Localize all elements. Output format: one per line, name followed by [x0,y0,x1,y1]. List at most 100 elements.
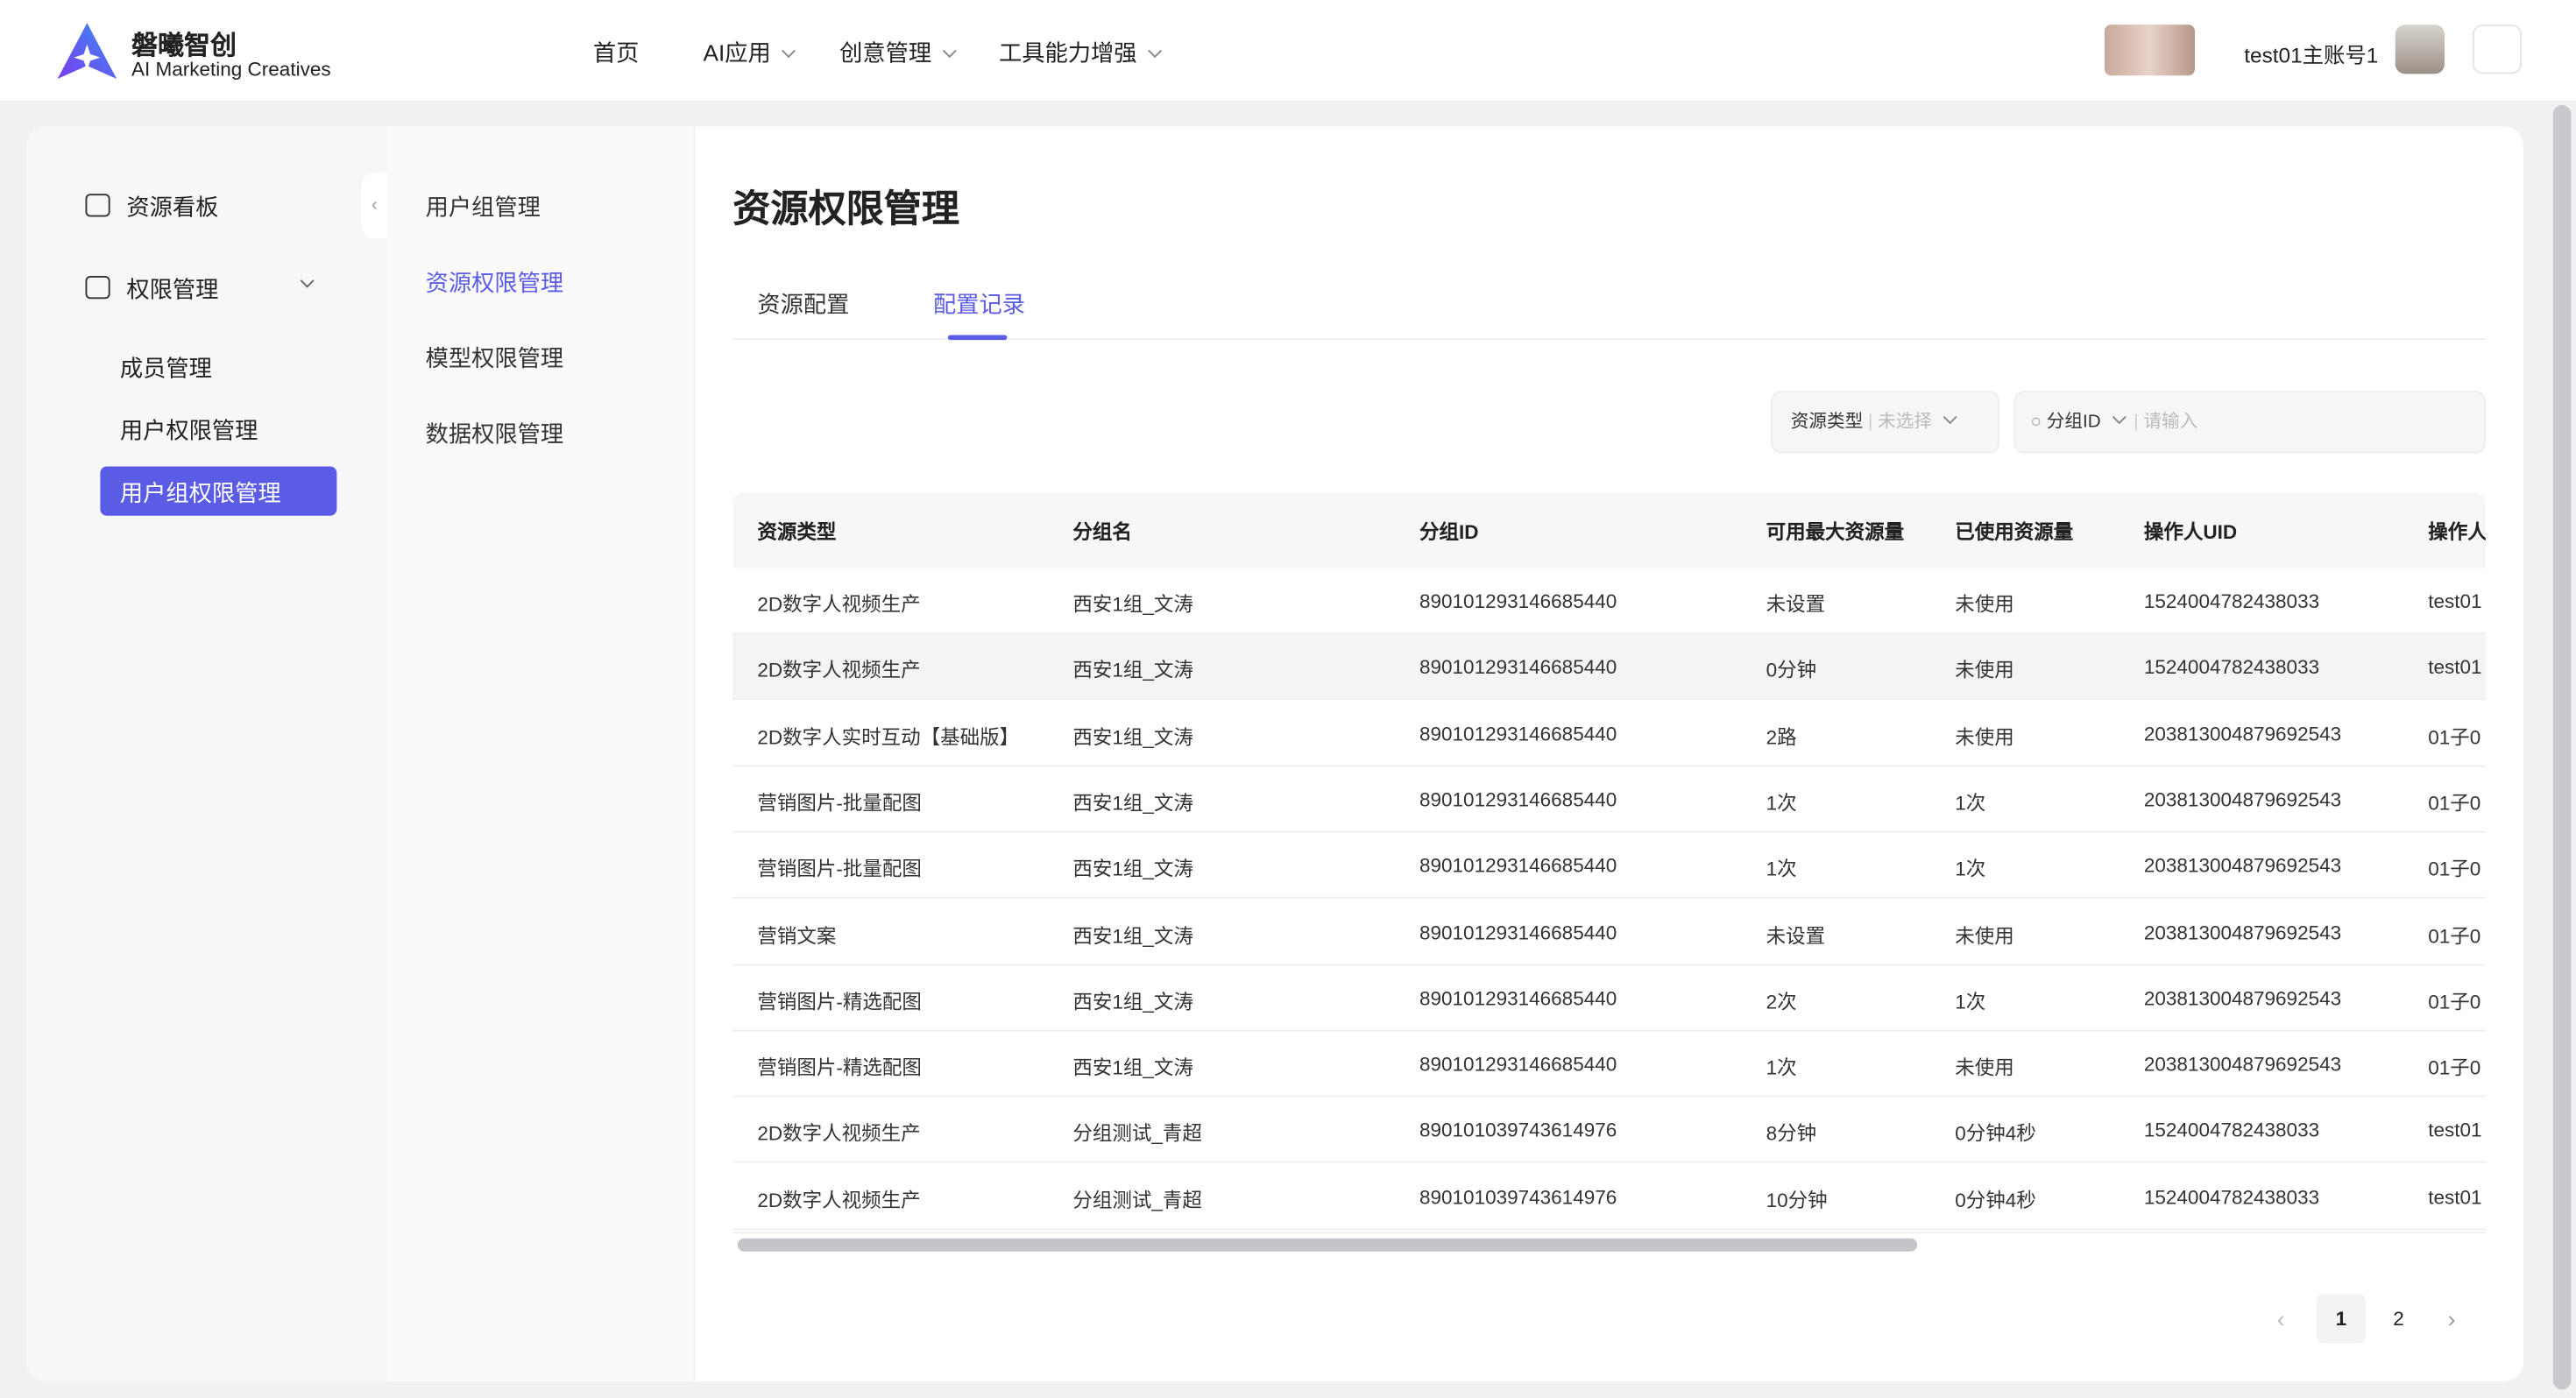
table-cell: 890101293146685440 [1419,920,1617,944]
sidebar-icon [85,194,110,217]
table-cell: 203813004879692543 [2143,920,2342,944]
sidebar-item[interactable]: 资源看板 [126,194,219,221]
table-cell: 分组测试_青超 [1072,1188,1202,1212]
table-cell: 西安1组_文涛 [1072,659,1193,682]
table-cell: 890101293146685440 [1419,787,1617,812]
table-cell: 未使用 [1955,724,2014,749]
page-title: 资源权限管理 [732,187,959,230]
table-cell: 1次 [1766,1056,1797,1080]
page-button[interactable]: 2 [2393,1307,2404,1331]
table-cell: 890101039743614976 [1419,1119,1617,1142]
sidebar-item[interactable]: 权限管理 [126,276,219,302]
h-scrollbar[interactable] [732,1232,2486,1256]
next-page[interactable]: › [2447,1305,2456,1332]
nav-item[interactable]: 创意管理 [839,36,957,69]
table-row[interactable] [732,766,2486,833]
table-cell: 2D数字人实时互动【基础版】 [757,724,1020,749]
table-cell: 西安1组_文涛 [1072,858,1193,881]
sidebar-subitem[interactable]: 成员管理 [119,355,212,381]
table-cell: 分组测试_青超 [1072,1122,1202,1146]
table-row[interactable] [732,900,2486,965]
nav-item[interactable]: AI应用 [704,36,796,69]
table-cell: 1524004782438033 [2143,1119,2320,1142]
username[interactable]: test01主账号1 [2244,42,2379,67]
table-row[interactable] [732,1164,2486,1230]
placeholder: 请输入 [2143,412,2198,433]
table-row[interactable] [732,1032,2486,1098]
table-cell: 1524004782438033 [2143,590,2320,613]
column-header: 已使用资源量 [1955,520,2074,544]
column-header: 可用最大资源量 [1766,520,1905,544]
table-cell: 营销图片-精选配图 [757,990,922,1013]
sidebar-subitem[interactable]: 用户权限管理 [119,417,258,444]
message-button[interactable] [2472,25,2523,74]
table-cell: 2路 [1766,724,1797,749]
table-header [732,492,2486,568]
table-cell: 8分钟 [1766,1122,1817,1146]
prev-page[interactable]: ‹ [2276,1305,2285,1332]
table-cell: 2D数字人视频生产 [757,592,921,617]
table-cell: 未使用 [1955,1056,2014,1080]
id-search[interactable]: ○ 分组ID | 请输入 [2013,391,2486,454]
column-header: 分组ID [1419,520,1479,544]
column-header: 操作人UID [2143,520,2238,544]
table-cell: 01子0 [2428,791,2481,815]
subnav-item[interactable]: 模型权限管理 [425,344,564,371]
table-cell: 0分钟 [1766,659,1817,682]
table-cell: 203813004879692543 [2143,1053,2342,1077]
page-button[interactable]: 1 [2316,1294,2366,1344]
table-cell: 890101293146685440 [1419,854,1617,878]
active-highlight [100,466,337,516]
table-cell: 890101293146685440 [1419,1053,1617,1077]
table-cell: 西安1组_文涛 [1072,724,1193,749]
sidebar-icon [85,276,110,300]
type-select[interactable]: 资源类型 | 未选择 [1771,391,1999,454]
table-cell: 未使用 [1955,659,2014,682]
column-header: 分组名 [1072,520,1132,544]
subnav-item[interactable]: 用户组管理 [425,194,541,221]
table-cell: 1次 [1955,858,1986,881]
table-cell: 未使用 [1955,592,2014,617]
table-cell: 西安1组_文涛 [1072,791,1193,815]
table-cell: 2D数字人视频生产 [757,1188,921,1212]
table-cell: 1次 [1955,990,1986,1013]
table-cell: 营销图片-批量配图 [757,791,922,815]
table-cell: 01子0 [2428,724,2481,749]
sidebar-subitem[interactable]: 用户组权限管理 [119,479,281,506]
avatar[interactable] [2395,25,2445,74]
tab[interactable]: 资源配置 [757,290,850,317]
table-cell: test01 [2428,1119,2482,1142]
banner-thumb[interactable] [2104,25,2195,76]
table-cell: 203813004879692543 [2143,787,2342,812]
table-row[interactable] [732,568,2486,634]
collapse-button[interactable]: ‹ [361,172,388,238]
table-row[interactable] [732,965,2486,1032]
table-cell: 2次 [1766,990,1797,1013]
table-row[interactable] [732,701,2486,766]
subnav [387,126,696,1381]
table-cell: 西安1组_文涛 [1072,1056,1193,1080]
table-cell: 01子0 [2428,858,2481,881]
table-row[interactable] [732,1098,2486,1164]
table-cell: test01 [2428,655,2482,679]
table-cell: 890101293146685440 [1419,590,1617,613]
page-scrollbar[interactable] [2552,105,2572,1390]
table-cell: 203813004879692543 [2143,854,2342,878]
nav-item[interactable]: 工具能力增强 [999,36,1163,69]
tab-indicator [947,335,1008,341]
subnav-item[interactable]: 数据权限管理 [425,420,564,447]
main-card: ‹ [26,126,2523,1381]
nav-item[interactable]: 首页 [592,39,640,66]
table-cell: 西安1组_文涛 [1072,592,1193,617]
tab[interactable]: 配置记录 [933,290,1025,317]
table-cell: 1次 [1955,791,1986,815]
filter-label: 分组ID [2046,412,2101,433]
scroll-thumb[interactable] [737,1238,1918,1252]
subnav-item[interactable]: 资源权限管理 [425,269,564,296]
table-row[interactable] [732,634,2486,701]
table-cell: 01子0 [2428,1056,2481,1080]
table-cell: 1次 [1766,858,1797,881]
table-row[interactable] [732,833,2486,899]
